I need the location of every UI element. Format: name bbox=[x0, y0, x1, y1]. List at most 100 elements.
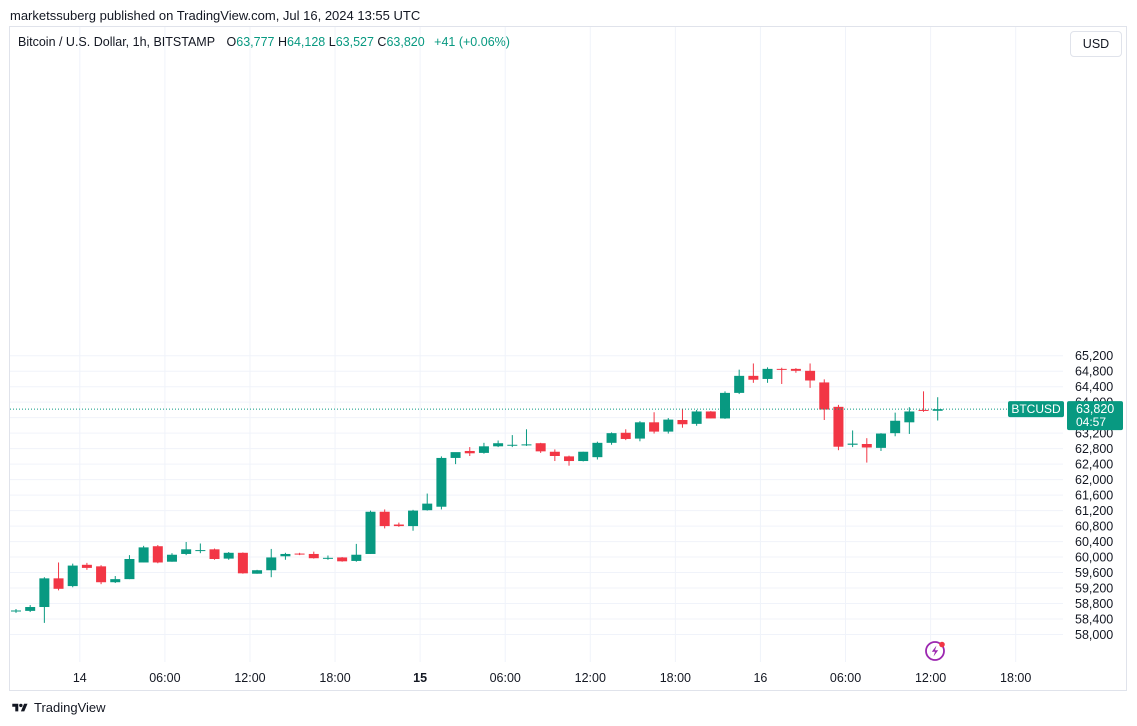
candle-down bbox=[790, 368, 801, 373]
candle-up bbox=[252, 569, 263, 574]
price-tick-label: 62,400 bbox=[1075, 458, 1113, 472]
candle-up bbox=[634, 421, 645, 442]
candle-down bbox=[649, 412, 660, 434]
candle-up bbox=[110, 576, 121, 584]
price-tick-label: 65,200 bbox=[1075, 349, 1113, 363]
candle-body bbox=[209, 549, 220, 559]
candle-up bbox=[39, 577, 50, 623]
candle-body bbox=[720, 392, 730, 419]
candle-body bbox=[535, 443, 546, 452]
low-value: 63,527 bbox=[335, 35, 374, 49]
time-tick-label: 16 bbox=[753, 671, 767, 685]
candle-body bbox=[918, 409, 929, 411]
candle-body bbox=[564, 456, 575, 462]
candle-body bbox=[96, 566, 107, 583]
candle-body bbox=[436, 457, 447, 507]
candle-down bbox=[549, 449, 560, 462]
candle-body bbox=[847, 443, 858, 445]
time-tick-label: 06:00 bbox=[149, 671, 180, 685]
candle-body bbox=[521, 444, 532, 446]
candle-up bbox=[67, 563, 78, 588]
candle-body bbox=[691, 411, 702, 424]
change-value: +41 (+0.06%) bbox=[434, 35, 510, 49]
candle-up bbox=[691, 409, 702, 426]
candle-body bbox=[67, 565, 78, 587]
candle-down bbox=[294, 552, 305, 556]
candle-body bbox=[351, 554, 362, 561]
price-tick-label: 62,000 bbox=[1075, 473, 1113, 487]
price-tick-label: 61,200 bbox=[1075, 504, 1113, 518]
candle-down bbox=[776, 367, 787, 384]
price-tag-value: 63,820 bbox=[1076, 402, 1114, 416]
candle-up bbox=[875, 433, 886, 451]
candlesticks bbox=[11, 363, 943, 623]
candle-body bbox=[663, 419, 674, 432]
candle-up bbox=[493, 440, 504, 448]
price-tick-label: 62,800 bbox=[1075, 442, 1113, 456]
candle-body bbox=[11, 610, 21, 612]
candle-up bbox=[138, 545, 149, 563]
time-tick-label: 12:00 bbox=[234, 671, 265, 685]
candle-down bbox=[308, 551, 319, 559]
candle-down bbox=[152, 545, 163, 564]
candle-body bbox=[393, 524, 404, 527]
candle-body bbox=[478, 446, 489, 453]
price-tick-label: 60,400 bbox=[1075, 535, 1113, 549]
candle-up bbox=[11, 608, 21, 613]
candle-body bbox=[833, 406, 844, 447]
close-label: C bbox=[377, 35, 387, 49]
candle-body bbox=[507, 444, 518, 446]
lightning-icon[interactable] bbox=[925, 641, 945, 661]
time-tick-label: 06:00 bbox=[830, 671, 861, 685]
candle-down bbox=[805, 363, 816, 388]
candle-body bbox=[805, 370, 816, 381]
candle-body bbox=[252, 570, 263, 574]
high-label: H bbox=[278, 35, 288, 49]
time-tick-label: 15 bbox=[413, 671, 427, 685]
candle-body bbox=[904, 411, 915, 423]
candle-up bbox=[223, 552, 234, 560]
candle-down bbox=[53, 562, 64, 591]
candle-body bbox=[762, 368, 773, 379]
price-tick-label: 58,800 bbox=[1075, 597, 1113, 611]
candle-up bbox=[592, 441, 603, 460]
candle-body bbox=[166, 554, 177, 562]
candle-body bbox=[322, 557, 333, 559]
time-tick-label: 18:00 bbox=[660, 671, 691, 685]
candle-body bbox=[819, 382, 830, 410]
price-tick-label: 60,800 bbox=[1075, 520, 1113, 534]
candle-body bbox=[578, 451, 589, 462]
currency-button[interactable]: USD bbox=[1070, 31, 1122, 57]
ohlc-legend: Bitcoin / U.S. Dollar, 1h, BITSTAMP O63,… bbox=[18, 35, 510, 49]
price-tick-label: 59,600 bbox=[1075, 566, 1113, 580]
candle-up bbox=[166, 553, 177, 562]
candle-body bbox=[705, 411, 716, 419]
price-tick-label: 64,800 bbox=[1075, 365, 1113, 379]
candle-body bbox=[549, 451, 560, 457]
time-tick-label: 06:00 bbox=[490, 671, 521, 685]
candle-up bbox=[351, 543, 362, 562]
candle-body bbox=[53, 578, 64, 589]
candle-body bbox=[748, 375, 759, 380]
candle-up bbox=[25, 605, 36, 613]
candle-body bbox=[266, 557, 277, 571]
candle-up bbox=[904, 407, 915, 434]
candle-down bbox=[393, 522, 404, 527]
open-value: 63,777 bbox=[236, 35, 275, 49]
tradingview-logo-icon bbox=[12, 703, 28, 711]
candle-body bbox=[195, 550, 206, 552]
candle-body bbox=[493, 443, 504, 447]
candle-down bbox=[677, 408, 688, 428]
candle-down bbox=[379, 509, 390, 529]
candle-up bbox=[847, 430, 858, 448]
candle-up bbox=[507, 435, 518, 448]
candle-body bbox=[776, 368, 787, 370]
symbol-title[interactable]: Bitcoin / U.S. Dollar, 1h, BITSTAMP bbox=[18, 35, 216, 49]
candle-body bbox=[110, 579, 121, 583]
low-label: L bbox=[328, 35, 336, 49]
candle-up bbox=[365, 510, 376, 554]
footer-branding[interactable]: TradingView bbox=[10, 700, 106, 715]
ticker-tag-label: BTCUSD bbox=[1011, 402, 1061, 416]
